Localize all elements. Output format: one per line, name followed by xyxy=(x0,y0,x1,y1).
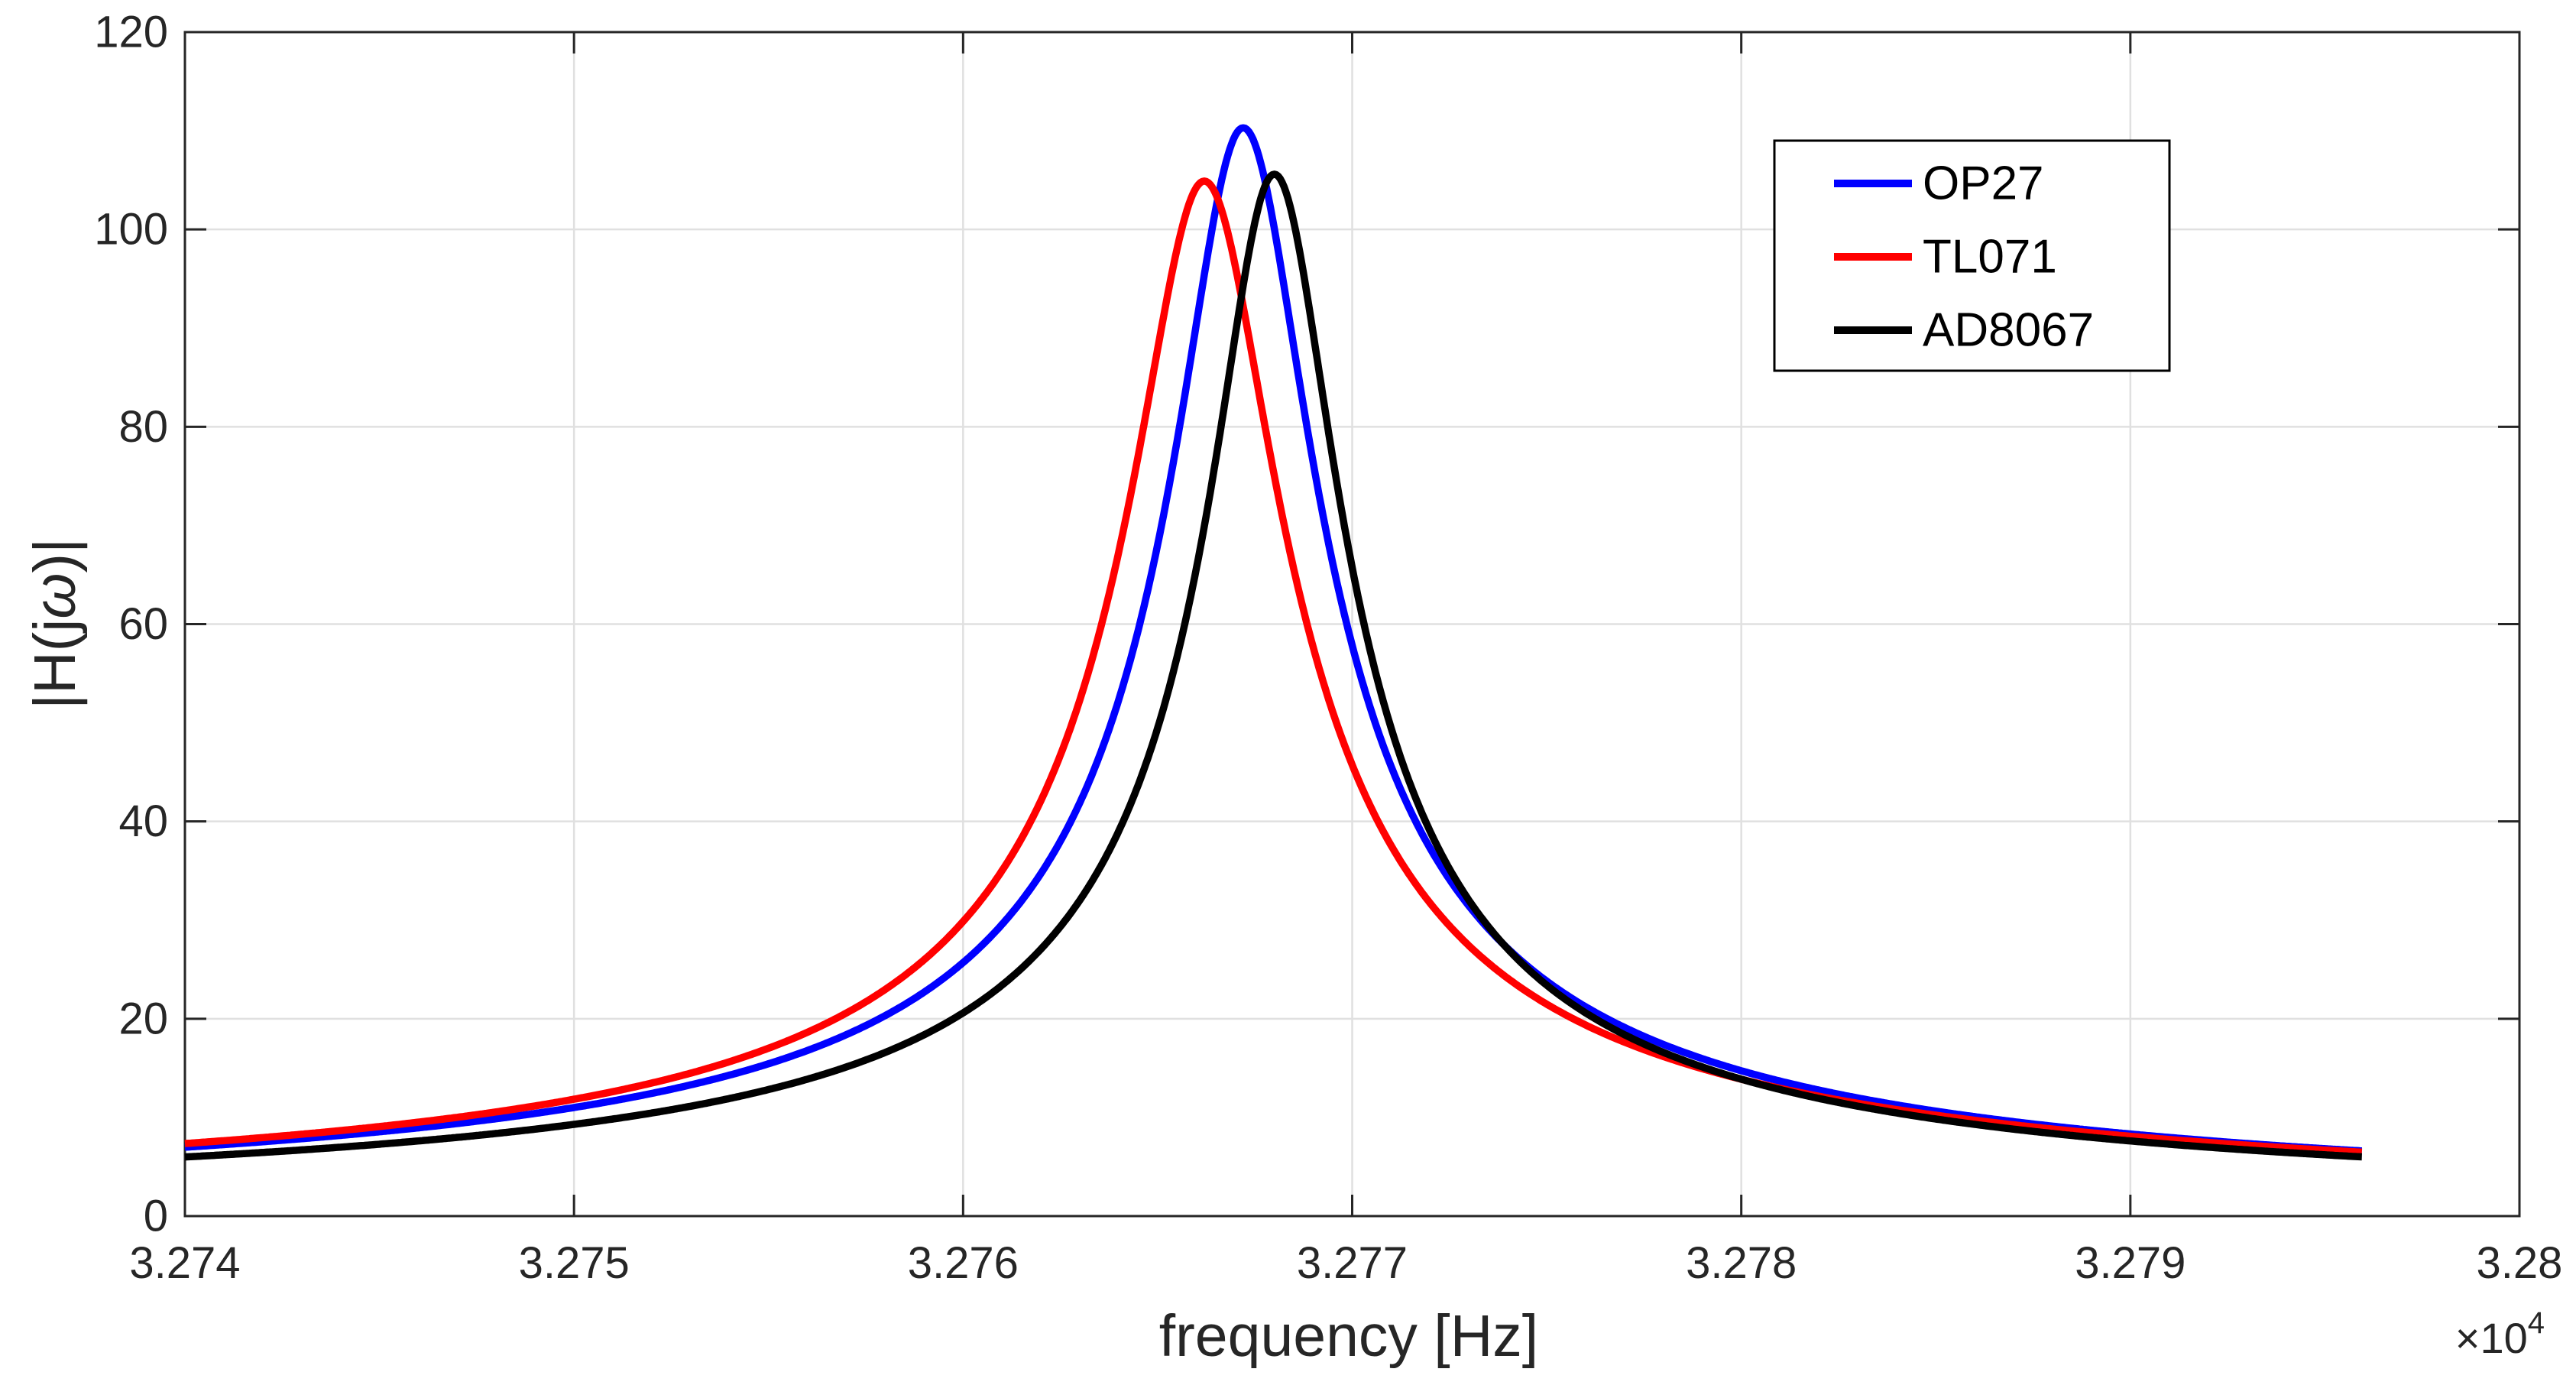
legend-entry-ad8067: AD8067 xyxy=(1834,304,2094,357)
axis-ticks xyxy=(183,31,2521,1218)
x-tick-label-3.276: 3.276 xyxy=(908,1238,1019,1288)
legend-label-ad8067: AD8067 xyxy=(1923,304,2094,357)
x-tick-label-3.278: 3.278 xyxy=(1686,1238,1797,1288)
legend-entries: OP27 TL071 AD8067 xyxy=(1834,157,2094,357)
legend-label-tl071: TL071 xyxy=(1923,231,2057,284)
x-axis-multiplier: ×104 xyxy=(2455,1306,2545,1362)
y-tick-label-40: 40 xyxy=(118,796,168,846)
legend-entry-tl071: TL071 xyxy=(1834,231,2057,284)
x-axis-label: frequency [Hz] xyxy=(1159,1303,1538,1369)
curve-ad8067 xyxy=(183,170,2364,1161)
x-tick-label-3.279: 3.279 xyxy=(2075,1238,2186,1288)
multiplier-base: ×10 xyxy=(2455,1314,2528,1362)
omega-symbol: ω xyxy=(22,573,88,619)
y-tick-label-120: 120 xyxy=(94,8,168,57)
y-tick-label-80: 80 xyxy=(118,402,168,452)
y-tick-label-60: 60 xyxy=(118,599,168,649)
x-tick-label-3.277: 3.277 xyxy=(1297,1238,1408,1288)
y-tick-label-20: 20 xyxy=(118,994,168,1043)
x-tick-labels: 3.274 3.275 3.276 3.277 3.278 3.279 3.28 xyxy=(129,1238,2562,1288)
y-tick-labels: 0 20 40 60 80 100 120 xyxy=(94,8,168,1241)
y-axis-label-prefix: |H(j xyxy=(22,619,88,709)
multiplier-exponent: 4 xyxy=(2528,1306,2545,1340)
y-axis-label: |H(jω)| xyxy=(22,538,88,709)
legend: OP27 TL071 AD8067 xyxy=(1773,139,2171,372)
y-tick-label-100: 100 xyxy=(94,205,168,255)
legend-label-op27: OP27 xyxy=(1923,157,2044,210)
x-tick-label-3.275: 3.275 xyxy=(519,1238,630,1288)
curve-tl071 xyxy=(183,177,2364,1156)
x-tick-label-3.274: 3.274 xyxy=(129,1238,240,1288)
x-tick-label-3.28: 3.28 xyxy=(2477,1238,2563,1288)
legend-entry-op27: OP27 xyxy=(1834,157,2044,210)
y-axis-label-suffix: )| xyxy=(22,538,88,573)
curves xyxy=(183,124,2364,1161)
y-tick-label-0: 0 xyxy=(144,1192,168,1241)
